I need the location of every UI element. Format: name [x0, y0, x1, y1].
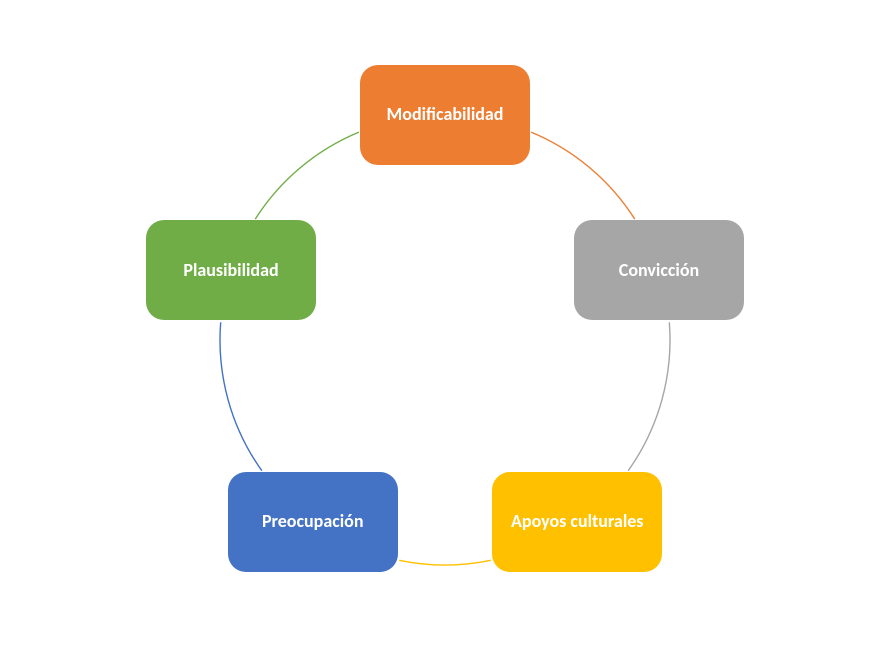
node-conviccion: Convicción — [574, 220, 744, 320]
node-label: Plausibilidad — [183, 260, 278, 282]
arc-preocupacion-to-plausibilidad — [220, 322, 262, 470]
node-label: Preocupación — [262, 511, 364, 533]
node-modificabilidad: Modificabilidad — [360, 65, 530, 165]
arc-apoyos-to-preocupacion — [399, 560, 491, 565]
arc-plausibilidad-to-modificabilidad — [255, 132, 359, 219]
cycle-diagram: Modificabilidad Convicción Apoyos cultural… — [0, 0, 891, 671]
node-apoyos: Apoyos culturales — [492, 472, 662, 572]
node-label: Convicción — [619, 260, 699, 282]
arc-modificabilidad-to-conviccion — [531, 132, 635, 219]
node-plausibilidad: Plausibilidad — [146, 220, 316, 320]
node-label: Apoyos culturales — [511, 511, 643, 533]
arc-conviccion-to-apoyos — [628, 322, 670, 470]
node-label: Modificabilidad — [387, 104, 504, 126]
node-preocupacion: Preocupación — [228, 472, 398, 572]
